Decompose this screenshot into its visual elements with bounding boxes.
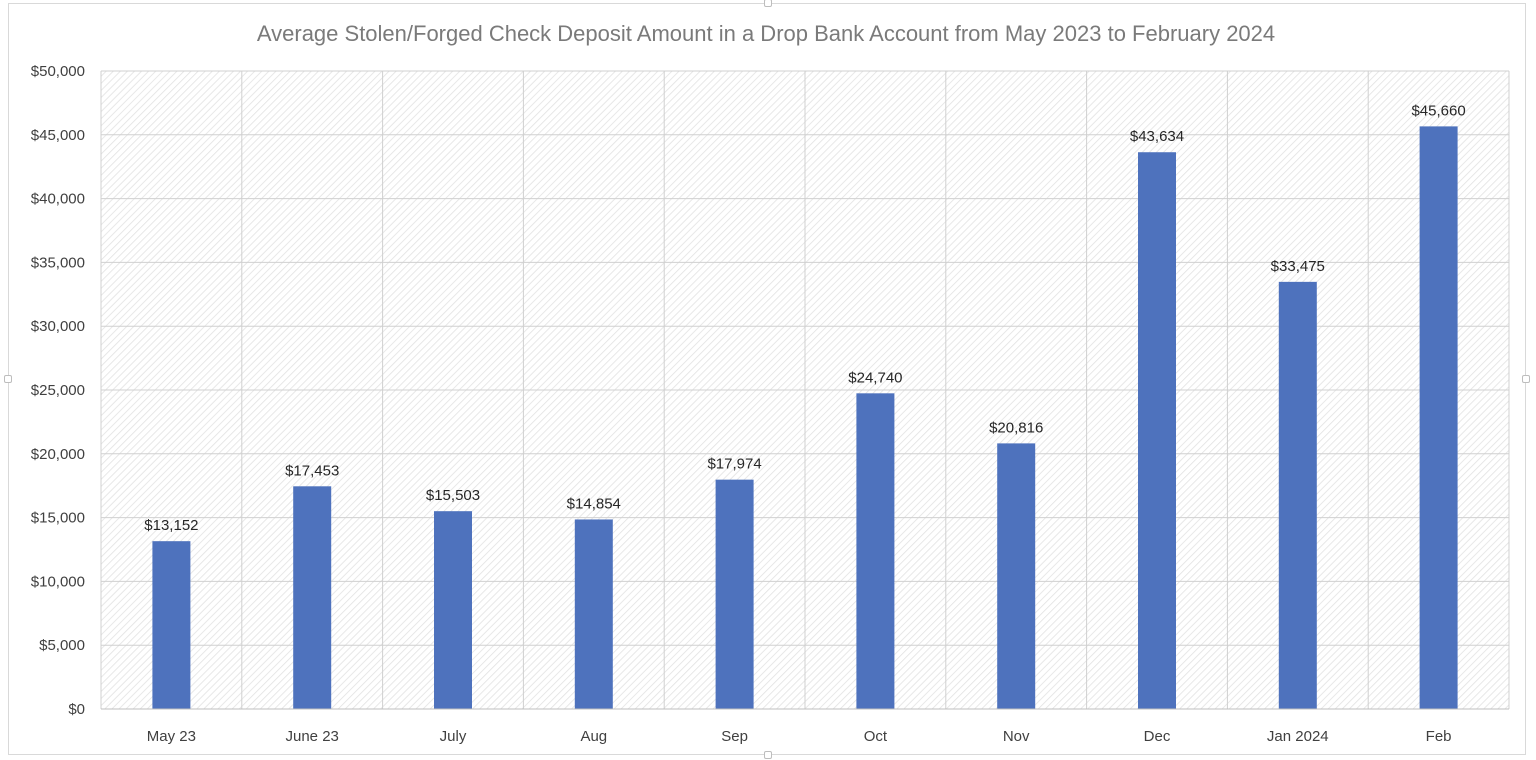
y-tick-label: $15,000 [31,510,85,527]
y-tick-label: $50,000 [31,63,85,80]
y-tick-label: $45,000 [31,127,85,144]
bar[interactable] [1419,126,1458,709]
bar[interactable] [152,541,191,709]
data-labels: $13,152 $17,453 $15,503 $14,854 $17,974 $24,7… [144,102,1465,534]
x-tick-label: June 23 [286,728,339,745]
x-tick-label: May 23 [147,728,196,745]
y-tick-label: $0 [68,701,85,718]
x-tick-label: Sep [721,728,748,745]
data-label: $13,152 [144,517,198,534]
resize-handle-top[interactable] [764,0,772,7]
data-label: $33,475 [1271,258,1325,275]
chart-title: Average Stolen/Forged Check Deposit Amou… [257,21,1275,46]
bar[interactable] [293,486,332,709]
y-tick-label: $10,000 [31,573,85,590]
bar[interactable] [574,519,613,709]
axes: $0 $5,000 $10,000 $15,000 $20,000 $25,000 $30,… [31,63,1509,745]
y-tick-label: $35,000 [31,254,85,271]
bars [152,126,1458,709]
x-tick-label: July [440,728,467,745]
x-tick-label: Aug [580,728,607,745]
y-tick-label: $30,000 [31,318,85,335]
y-tick-label: $25,000 [31,382,85,399]
x-tick-label: Nov [1003,728,1030,745]
y-tick-label: $5,000 [39,637,85,654]
x-tick-label: Oct [864,728,888,745]
resize-handle-left[interactable] [4,375,12,383]
data-label: $15,503 [426,487,480,504]
x-tick-label: Dec [1144,728,1171,745]
data-label: $17,974 [707,456,761,473]
y-tick-label: $20,000 [31,446,85,463]
bar[interactable] [1138,152,1176,709]
resize-handle-right[interactable] [1522,375,1530,383]
bar[interactable] [715,479,754,709]
data-label: $45,660 [1411,102,1465,119]
x-tick-label: Jan 2024 [1267,728,1329,745]
data-label: $14,854 [567,495,621,512]
resize-handle-bottom[interactable] [764,751,772,759]
bar[interactable] [1278,281,1317,709]
data-label: $17,453 [285,462,339,479]
bar[interactable] [856,393,895,709]
x-tick-label: Feb [1426,728,1452,745]
y-tick-label: $40,000 [31,191,85,208]
data-label: $43,634 [1130,128,1184,145]
data-label: $20,816 [989,419,1043,436]
bar[interactable] [997,443,1036,709]
bar[interactable] [434,511,472,709]
data-label: $24,740 [848,369,902,386]
